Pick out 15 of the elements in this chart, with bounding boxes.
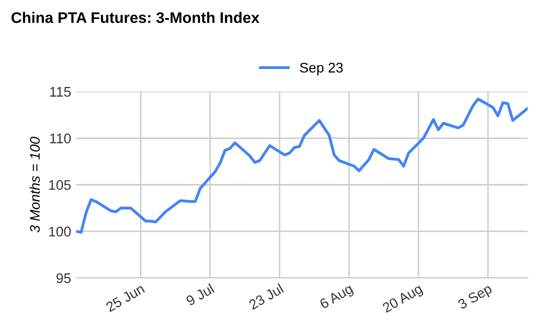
x-tick-label: 25 Jun (105, 284, 145, 312)
x-tick-label: 9 Jul (185, 283, 214, 306)
y-tick-label: 95 (56, 273, 71, 284)
y-tick-label: 100 (49, 226, 71, 237)
y-tick-label: 115 (50, 87, 71, 97)
x-tick-label: 20 Aug (382, 284, 424, 316)
x-tick-label: 3 Sep (457, 283, 494, 312)
y-tick-label: 105 (49, 180, 71, 190)
legend-label: Sep 23 (300, 62, 343, 76)
line-series (76, 98, 528, 234)
y-axis-title: 3 Months = 100 (30, 136, 40, 232)
x-tick-label: 23 Jul (248, 283, 284, 310)
x-tick-label: 6 Aug (319, 284, 355, 312)
y-tick-label: 110 (50, 133, 71, 144)
chart-title: China PTA Futures: 3-Month Index (12, 12, 260, 24)
